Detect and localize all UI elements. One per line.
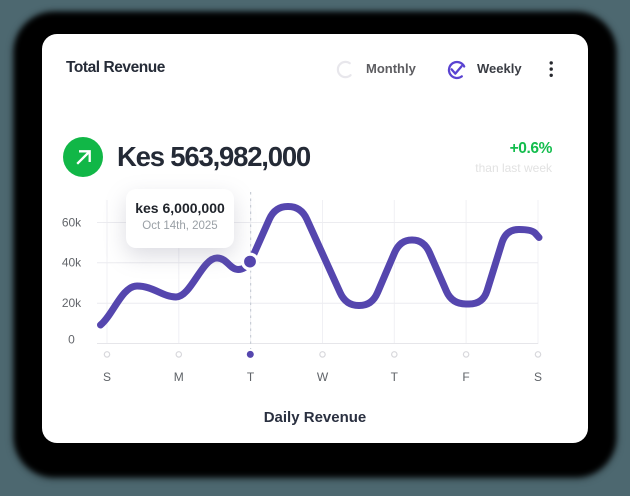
svg-text:F: F: [462, 370, 469, 384]
svg-text:W: W: [317, 370, 329, 384]
svg-text:40k: 40k: [62, 256, 82, 270]
svg-text:S: S: [103, 370, 111, 384]
svg-text:20k: 20k: [62, 296, 82, 310]
svg-text:60k: 60k: [62, 215, 82, 229]
svg-text:T: T: [391, 370, 399, 384]
svg-text:S: S: [534, 370, 542, 384]
svg-text:T: T: [247, 370, 255, 384]
svg-text:M: M: [174, 370, 184, 384]
svg-text:0: 0: [68, 332, 75, 346]
